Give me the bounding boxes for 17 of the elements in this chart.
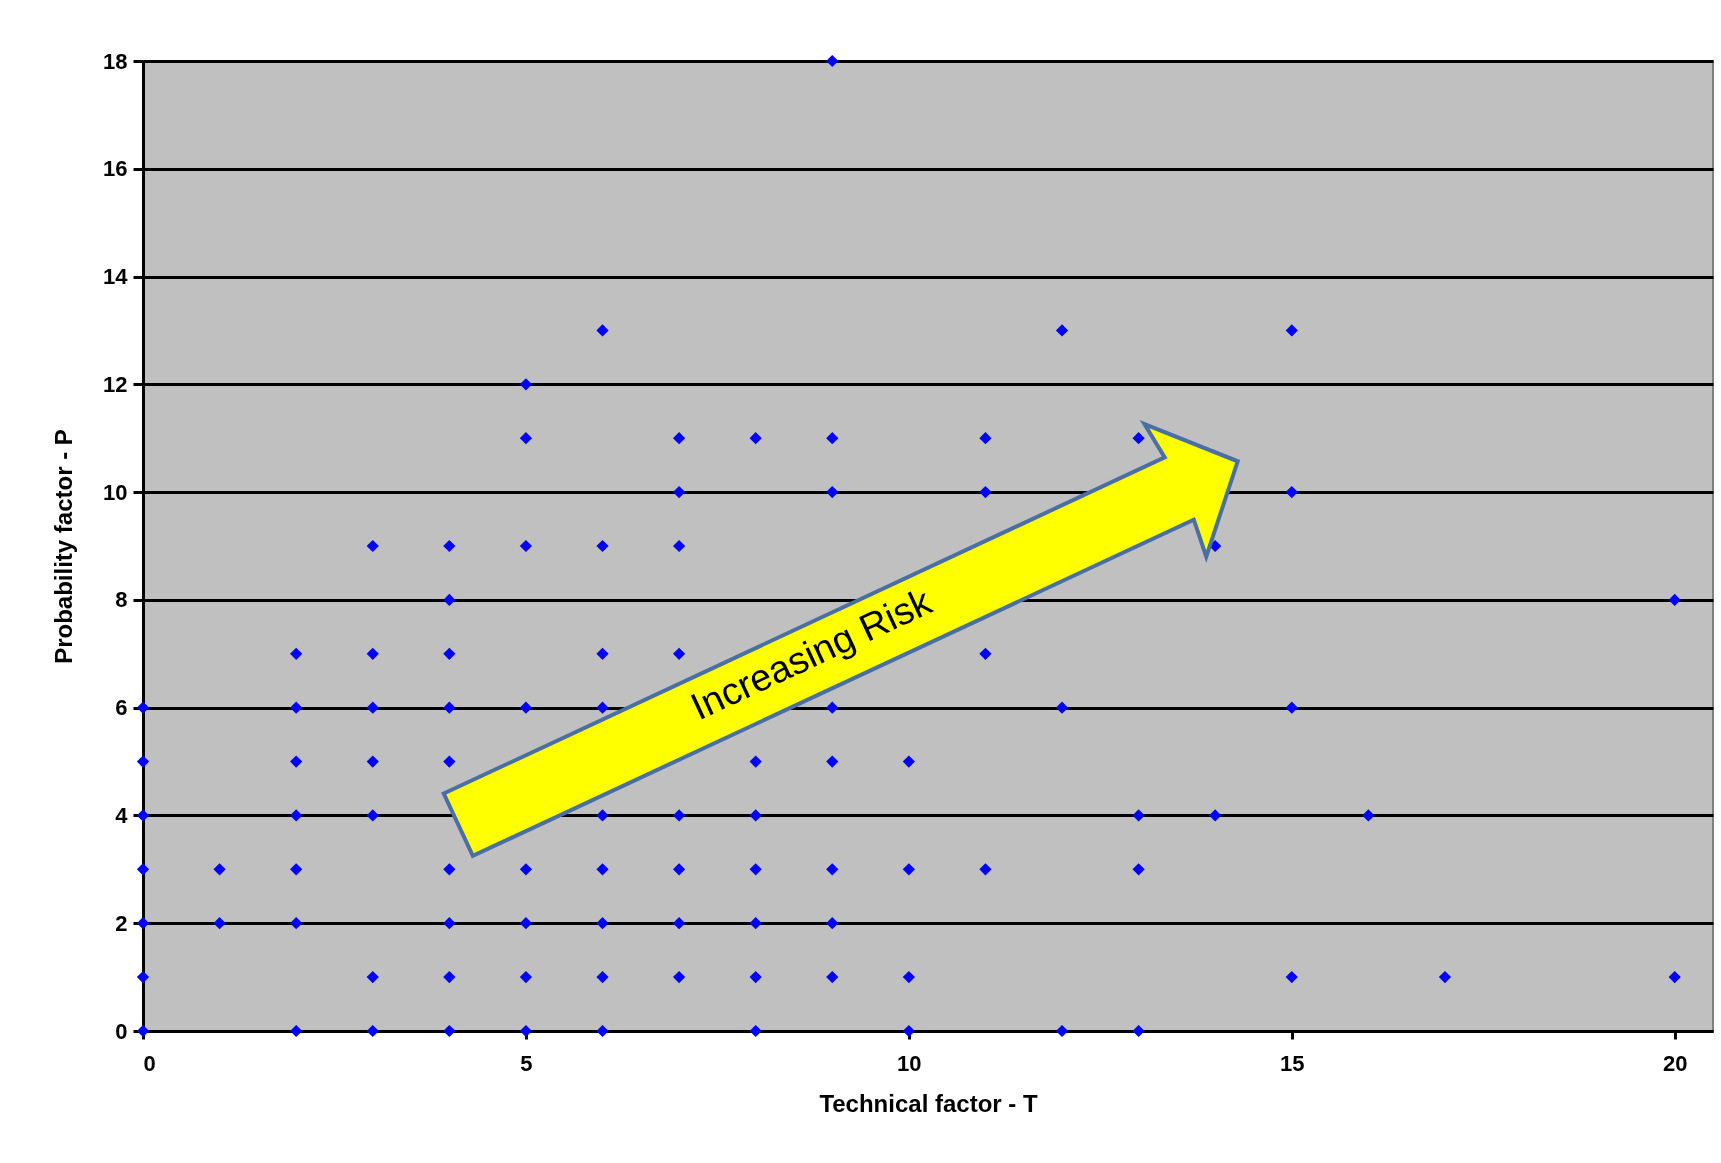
y-tick-label: 18 bbox=[103, 48, 128, 74]
x-tick-label: 15 bbox=[1280, 1050, 1305, 1076]
y-tick-label: 14 bbox=[103, 264, 129, 290]
y-tick-label: 0 bbox=[115, 1018, 128, 1044]
x-tick-label: 10 bbox=[897, 1050, 922, 1076]
y-tick-label: 12 bbox=[103, 371, 128, 397]
x-tick-label: 5 bbox=[520, 1050, 533, 1076]
y-tick-label: 10 bbox=[103, 479, 128, 505]
x-tick-label: 20 bbox=[1662, 1050, 1688, 1076]
y-axis-title: Probability factor - P bbox=[50, 429, 78, 664]
x-tick-label: 0 bbox=[143, 1050, 156, 1076]
y-tick-label: 4 bbox=[115, 802, 129, 828]
y-tick-label: 16 bbox=[103, 156, 128, 182]
y-tick-label: 8 bbox=[115, 587, 128, 613]
x-axis-title: Technical factor - T bbox=[819, 1089, 1038, 1117]
y-tick-label: 6 bbox=[115, 695, 128, 721]
y-tick-label: 2 bbox=[115, 910, 128, 936]
